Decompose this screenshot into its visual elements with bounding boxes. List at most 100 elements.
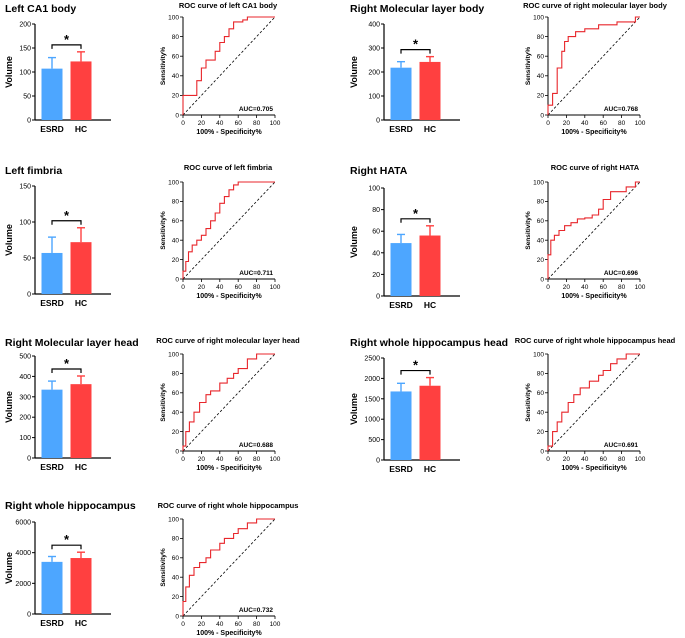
y-tick-label: 20	[172, 93, 180, 100]
y-tick-label: 0	[540, 112, 544, 119]
chart-title: Left CA1 body	[5, 3, 76, 15]
x-axis-label: 100% - Specificity%	[196, 465, 262, 472]
y-tick-label: 20	[172, 257, 180, 264]
chart-title: ROC curve of left fimbria	[184, 163, 273, 172]
significance-bracket	[51, 44, 82, 49]
y-tick-label: 300	[368, 46, 380, 53]
y-tick-label: 200	[368, 70, 380, 77]
y-axis-label: Volume	[4, 56, 14, 88]
y-tick-label: 40	[537, 410, 545, 417]
bar-chart-right-whole-hippocampus-head: Right whole hippocampus head Volume 0 500 10…	[349, 337, 508, 474]
roc-curve	[182, 181, 275, 279]
y-tick-label: 0	[540, 448, 544, 455]
y-tick-label: 0	[27, 612, 31, 619]
x-tick-label: 100	[270, 284, 281, 291]
y-axis-label: Sensitivity%	[525, 383, 532, 422]
y-tick-label: 50	[23, 94, 31, 101]
bar-chart-right-hata: Right HATA Volume 0 20 40 60 80 100 ESRD HC *	[349, 165, 460, 310]
y-tick-label: 80	[172, 536, 180, 543]
roc-chart-roc-curve-of-right-whole-hippocampus: ROC curve of right whole hippocampus 00 20…	[158, 501, 299, 637]
x-axis-label: 100% - Specificity%	[561, 465, 627, 472]
y-tick-label: 40	[537, 73, 545, 80]
y-tick-label: 500	[368, 437, 380, 444]
y-tick-label: 60	[537, 390, 545, 397]
x-tick-label: 40	[216, 621, 224, 628]
y-tick-label: 80	[172, 371, 180, 378]
y-tick-label: 200	[19, 415, 31, 422]
bar-esrd	[390, 243, 412, 296]
y-tick-label: 400	[368, 22, 380, 29]
x-category-label: HC	[75, 124, 87, 134]
significance-star: *	[64, 208, 70, 223]
bar-esrd	[41, 252, 63, 294]
x-tick-label: 100	[270, 456, 281, 463]
y-tick-label: 0	[376, 118, 380, 125]
y-tick-label: 20	[372, 272, 380, 279]
chart-title: ROC curve of right molecular layer body	[523, 1, 668, 10]
y-tick-label: 20	[172, 594, 180, 601]
auc-label: AUC=0.705	[239, 106, 274, 113]
chart-title: Right whole hippocampus head	[350, 337, 508, 349]
significance-star: *	[413, 37, 419, 52]
bar-esrd	[41, 561, 63, 614]
y-tick-label: 200	[19, 22, 31, 29]
roc-chart-roc-curve-of-left-ca1-body: ROC curve of left CA1 body 00 20 20 40 40 60 60…	[160, 1, 281, 136]
y-tick-label: 150	[19, 46, 31, 53]
x-tick-label: 0	[546, 456, 550, 463]
y-tick-label: 60	[372, 229, 380, 236]
y-tick-label: 500	[19, 354, 31, 361]
y-tick-label: 80	[372, 207, 380, 214]
significance-star: *	[64, 356, 70, 371]
significance-star: *	[413, 206, 419, 221]
bar-hc	[419, 385, 441, 460]
y-tick-label: 40	[172, 410, 180, 417]
y-tick-label: 0	[175, 112, 179, 119]
x-tick-label: 0	[181, 456, 185, 463]
roc-chart-roc-curve-of-right-whole-hippocampus-head: ROC curve of right whole hippocampus hea…	[515, 336, 676, 472]
x-tick-label: 80	[253, 284, 261, 291]
y-tick-label: 150	[19, 184, 31, 191]
chart-title: Right Molecular layer body	[350, 3, 484, 15]
y-tick-label: 40	[537, 238, 545, 245]
significance-bracket	[400, 369, 431, 375]
y-tick-label: 100	[533, 14, 544, 21]
y-tick-label: 80	[172, 34, 180, 41]
x-tick-label: 40	[216, 456, 224, 463]
y-axis-label: Sensitivity%	[525, 47, 532, 86]
y-tick-label: 2000	[364, 376, 380, 383]
x-tick-label: 80	[253, 621, 261, 628]
significance-bracket	[51, 368, 82, 373]
chart-title: ROC curve of right molecular layer head	[156, 336, 300, 345]
y-tick-label: 60	[172, 54, 180, 61]
y-tick-label: 40	[372, 250, 380, 257]
y-tick-label: 100	[533, 351, 544, 358]
x-tick-label: 20	[198, 456, 206, 463]
y-axis-label: Volume	[4, 391, 14, 423]
x-category-label: HC	[75, 462, 87, 472]
y-tick-label: 60	[172, 390, 180, 397]
x-tick-label: 60	[235, 456, 243, 463]
roc-chart-roc-curve-of-right-hata: ROC curve of right HATA 00 20 20 40 40 60 60 80 8…	[525, 163, 646, 300]
significance-bracket	[400, 49, 431, 54]
x-tick-label: 0	[546, 284, 550, 291]
chart-title: ROC curve of right HATA	[551, 163, 640, 172]
y-axis-label: Volume	[349, 393, 359, 425]
chart-title: Right whole hippocampus	[5, 500, 136, 512]
y-tick-label: 0	[175, 448, 179, 455]
y-tick-label: 100	[168, 351, 179, 358]
bar-chart-left-fimbria: Left fimbria Volume 0 50 100 150 ESRD HC *	[4, 165, 111, 308]
bar-esrd	[390, 67, 412, 120]
roc-chart-roc-curve-of-right-molecular-layer-body: ROC curve of right molecular layer body 0…	[523, 1, 668, 136]
x-tick-label: 20	[198, 621, 206, 628]
y-tick-label: 40	[172, 73, 180, 80]
x-tick-label: 60	[235, 284, 243, 291]
x-tick-label: 40	[216, 284, 224, 291]
y-tick-label: 40	[172, 575, 180, 582]
x-tick-label: 0	[546, 120, 550, 127]
y-tick-label: 60	[172, 555, 180, 562]
x-tick-label: 60	[600, 120, 608, 127]
x-category-label: ESRD	[389, 300, 413, 310]
x-axis-label: 100% - Specificity%	[196, 630, 262, 637]
y-tick-label: 20	[537, 93, 545, 100]
y-tick-label: 0	[27, 118, 31, 125]
